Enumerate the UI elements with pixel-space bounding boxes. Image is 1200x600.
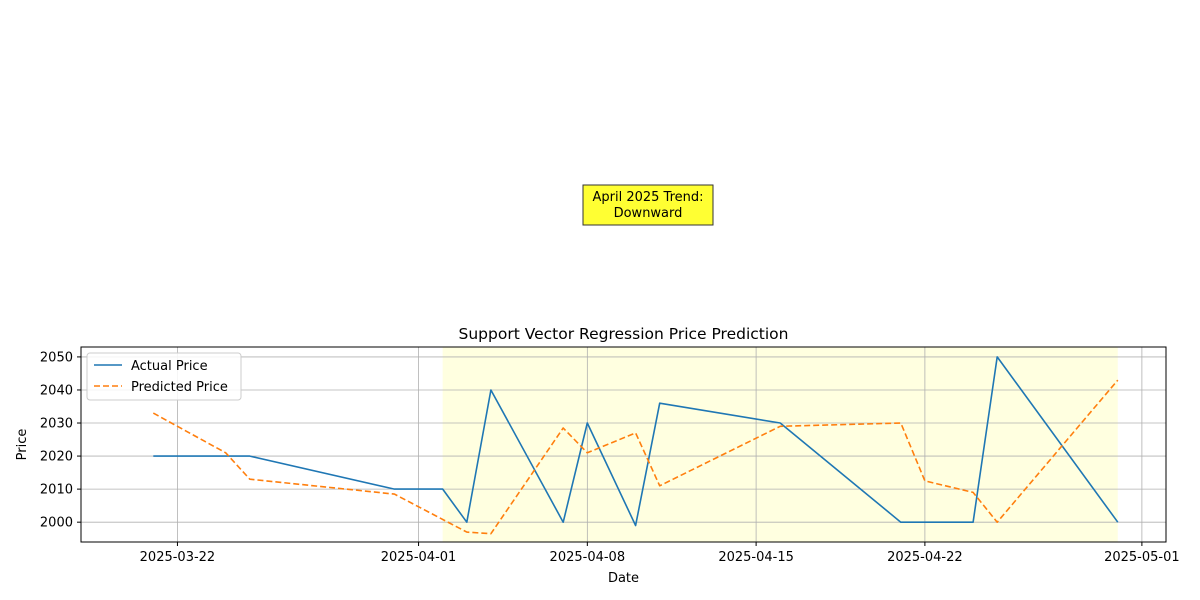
x-axis-ticks: 2025-03-22 2025-04-01 2025-04-08 2025-04-15… xyxy=(140,542,1180,565)
x-tick-label: 2025-04-22 xyxy=(887,550,963,565)
chart-title: Support Vector Regression Price Predicti… xyxy=(459,325,789,343)
series-layer xyxy=(152,356,1119,535)
legend: Actual Price Predicted Price xyxy=(86,352,242,401)
y-axis-label: Price xyxy=(15,429,30,461)
trend-annotation-box xyxy=(582,184,714,226)
plot-frame xyxy=(80,346,1167,543)
legend-box xyxy=(86,352,242,401)
trend-annotation-line-1: April 2025 Trend: xyxy=(592,190,703,205)
legend-label-predicted: Predicted Price xyxy=(131,380,228,395)
y-tick-label: 2000 xyxy=(40,516,73,531)
y-tick-label: 2050 xyxy=(40,350,73,365)
y-tick-label: 2020 xyxy=(40,450,73,465)
x-tick-label: 2025-03-22 xyxy=(140,550,216,565)
trend-annotation-line-2: Downward xyxy=(614,206,683,221)
x-tick-label: 2025-04-08 xyxy=(550,550,626,565)
y-tick-label: 2030 xyxy=(40,417,73,432)
x-axis-label: Date xyxy=(608,571,639,586)
x-tick-label: 2025-05-01 xyxy=(1104,550,1180,565)
y-axis-ticks: 2000 2010 2020 2030 2040 2050 xyxy=(40,350,81,531)
grid-layer xyxy=(81,347,1166,542)
trend-annotation: April 2025 Trend: Downward xyxy=(582,184,714,226)
y-tick-label: 2010 xyxy=(40,483,73,498)
series-line-actual xyxy=(153,356,1119,527)
x-tick-label: 2025-04-15 xyxy=(718,550,794,565)
y-tick-label: 2040 xyxy=(40,383,73,398)
series-line-predicted xyxy=(152,379,1119,535)
highlight-span-layer xyxy=(442,347,1118,542)
legend-label-actual: Actual Price xyxy=(131,359,208,374)
x-tick-label: 2025-04-01 xyxy=(381,550,457,565)
highlight-span xyxy=(442,347,1118,542)
